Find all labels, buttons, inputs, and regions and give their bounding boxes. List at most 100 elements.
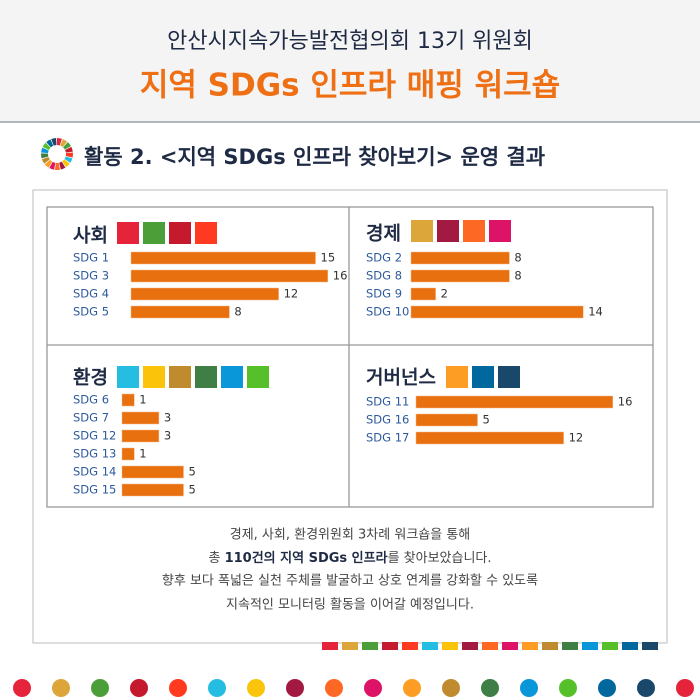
dot xyxy=(637,679,655,697)
sdg-icon xyxy=(489,220,511,242)
category-label: SDG 7 xyxy=(73,411,109,425)
stripe xyxy=(542,642,558,650)
sdg-icon xyxy=(463,220,485,242)
footer-text: 총 xyxy=(208,551,224,566)
stripe xyxy=(442,642,458,650)
decoration xyxy=(13,642,694,697)
category-label: SDG 11 xyxy=(366,395,409,409)
value-label: 5 xyxy=(189,465,196,479)
header-band xyxy=(0,0,700,122)
wheel-segment xyxy=(57,138,62,146)
panel-title: 사회 xyxy=(73,225,108,247)
sdg-icon xyxy=(472,366,494,388)
sdg-icon xyxy=(143,222,165,244)
sdg-icon xyxy=(498,366,520,388)
category-label: SDG 3 xyxy=(73,269,109,283)
panel-title: 거버넌스 xyxy=(366,367,436,389)
stripe xyxy=(382,642,398,650)
value-label: 5 xyxy=(483,413,490,427)
bar xyxy=(410,287,436,301)
dot xyxy=(169,679,187,697)
wheel-segment xyxy=(62,159,70,168)
bar xyxy=(121,411,160,425)
footer-highlight: 110건의 지역 SDGs 인프라 xyxy=(225,550,388,566)
bar xyxy=(130,251,316,265)
dot xyxy=(325,679,343,697)
stripe xyxy=(502,642,518,650)
footer-line: 향후 보다 폭넓은 실천 주체를 발굴하고 상호 연계를 강화할 수 있도록 xyxy=(162,574,538,589)
dot xyxy=(286,679,304,697)
sdg-icon xyxy=(143,366,165,388)
bar xyxy=(121,393,135,407)
dot xyxy=(403,679,421,697)
value-label: 8 xyxy=(514,251,521,265)
dot xyxy=(442,679,460,697)
stripe xyxy=(582,642,598,650)
panel-title: 환경 xyxy=(73,367,108,389)
wheel-segment xyxy=(41,147,49,154)
category-label: SDG 15 xyxy=(73,483,116,497)
dot xyxy=(130,679,148,697)
wheel-segment xyxy=(59,161,66,170)
category-label: SDG 16 xyxy=(366,413,409,427)
wheel-segment xyxy=(60,139,68,148)
category-label: SDG 14 xyxy=(73,465,116,479)
header-title: 지역 SDGs 인프라 매핑 워크숍 xyxy=(140,68,560,104)
wheel-segment xyxy=(65,146,73,153)
value-label: 16 xyxy=(333,269,348,283)
bar xyxy=(130,269,329,283)
category-label: SDG 4 xyxy=(73,287,109,301)
sdg-icon xyxy=(437,220,459,242)
value-label: 5 xyxy=(189,483,196,497)
dot xyxy=(598,679,616,697)
stripe xyxy=(622,642,638,650)
sdg-icon xyxy=(117,366,139,388)
dot xyxy=(559,679,577,697)
bar xyxy=(415,413,478,427)
category-label: SDG 17 xyxy=(366,431,409,445)
bar xyxy=(130,305,230,319)
bar xyxy=(121,465,184,479)
category-label: SDG 13 xyxy=(73,447,116,461)
bar xyxy=(415,431,564,445)
value-label: 1 xyxy=(139,393,146,407)
category-label: SDG 12 xyxy=(73,429,116,443)
category-label: SDG 9 xyxy=(366,287,402,301)
value-label: 14 xyxy=(588,305,603,319)
bar xyxy=(415,395,614,409)
wheel-segment xyxy=(49,161,56,170)
dot xyxy=(481,679,499,697)
dot xyxy=(247,679,265,697)
stripe xyxy=(422,642,438,650)
panel-box xyxy=(46,206,654,508)
sdg-icon xyxy=(195,222,217,244)
footer-line: 지속적인 모니터링 활동을 이어갈 예정입니다. xyxy=(226,598,474,613)
dot xyxy=(208,679,226,697)
bar xyxy=(121,447,135,461)
stripe xyxy=(362,642,378,650)
wheel-segment xyxy=(51,138,57,146)
wheel-segment xyxy=(64,156,73,163)
sdg-icon xyxy=(195,366,217,388)
sdg-icon xyxy=(221,366,243,388)
stripe xyxy=(522,642,538,650)
sdg-icon xyxy=(446,366,468,388)
value-label: 2 xyxy=(441,287,448,301)
dot xyxy=(364,679,382,697)
dot xyxy=(520,679,538,697)
dot xyxy=(91,679,109,697)
footer-line: 경제, 사회, 환경위원회 3차례 워크숍을 통해 xyxy=(230,528,471,543)
wheel-segment xyxy=(63,142,71,150)
sdg-icon xyxy=(117,222,139,244)
stripe xyxy=(602,642,618,650)
category-label: SDG 2 xyxy=(366,251,402,265)
category-label: SDG 8 xyxy=(366,269,402,283)
category-label: SDG 10 xyxy=(366,305,409,319)
sdg-icon xyxy=(411,220,433,242)
wheel-segment xyxy=(42,142,51,150)
bar xyxy=(121,483,184,497)
dot xyxy=(52,679,70,697)
stripe xyxy=(642,642,658,650)
value-label: 12 xyxy=(569,431,584,445)
